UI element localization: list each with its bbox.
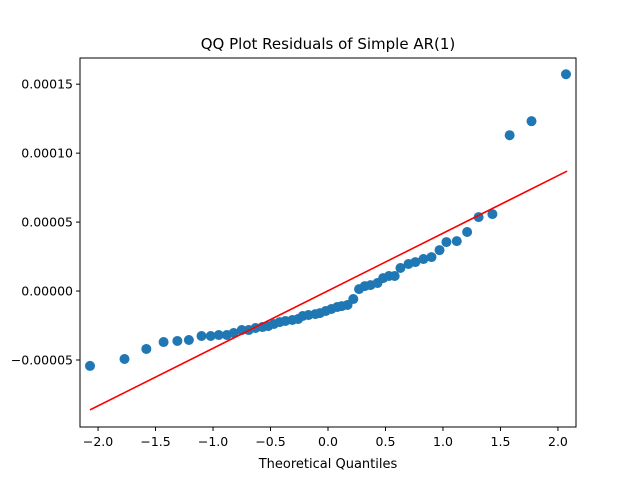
data-point [389, 271, 400, 282]
data-point [172, 335, 183, 346]
y-axis-ticks: −0.00005 0.00000 0.00005 0.00010 0.00015 [11, 77, 80, 367]
plot-area [85, 69, 571, 411]
data-point [141, 343, 152, 354]
y-tick-label: −0.00005 [11, 352, 73, 367]
y-tick-label: 0.00000 [21, 284, 73, 299]
axes-frame [79, 57, 577, 428]
data-point [196, 330, 207, 341]
data-point [526, 116, 537, 127]
x-tick-label: 2.0 [548, 434, 568, 449]
data-point [504, 130, 515, 141]
data-point [119, 354, 130, 365]
y-tick-label: 0.00015 [21, 77, 73, 92]
x-tick-label: −1.0 [198, 434, 228, 449]
data-point [183, 334, 194, 345]
x-tick-label: 0.0 [318, 434, 338, 449]
x-tick-label: −2.0 [83, 434, 113, 449]
data-point [451, 236, 462, 247]
data-point [426, 252, 437, 263]
data-point [395, 263, 406, 274]
y-tick-label: 0.00005 [21, 215, 73, 230]
data-point [441, 237, 452, 248]
data-point [158, 337, 169, 348]
x-tick-label: 0.5 [376, 434, 396, 449]
reference-line [89, 170, 568, 411]
data-point [85, 360, 96, 371]
x-tick-label: −1.5 [140, 434, 170, 449]
data-point [418, 254, 429, 265]
data-point [348, 294, 359, 305]
data-point [560, 69, 571, 80]
x-tick-label: 1.0 [433, 434, 453, 449]
data-point [410, 257, 421, 268]
data-point [228, 327, 239, 338]
data-point [487, 209, 498, 220]
data-point [213, 330, 224, 341]
chart-title: QQ Plot Residuals of Simple AR(1) [201, 35, 456, 53]
x-axis-ticks: −2.0 −1.5 −1.0 −0.5 0.0 0.5 1.0 1.5 2.0 [83, 427, 568, 449]
data-point [462, 227, 473, 238]
x-tick-label: 1.5 [491, 434, 511, 449]
data-point [205, 330, 216, 341]
x-tick-label: −0.5 [255, 434, 285, 449]
y-tick-label: 0.00010 [21, 146, 73, 161]
x-axis-label: Theoretical Quantiles [258, 457, 398, 472]
data-point [434, 245, 445, 256]
